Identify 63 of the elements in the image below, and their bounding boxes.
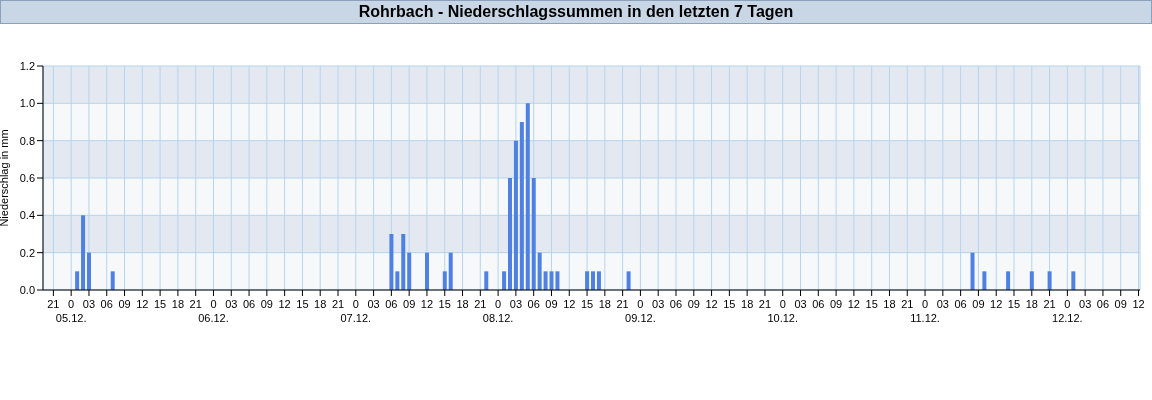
x-tick-label: 03 bbox=[509, 298, 523, 310]
x-tick-label: 12 bbox=[136, 298, 149, 310]
x-tick-label: 09 bbox=[118, 298, 131, 310]
y-tick-label: 0.8 bbox=[19, 134, 35, 147]
y-tick-label: 0.0 bbox=[19, 283, 35, 296]
x-tick-label: 06 bbox=[527, 298, 540, 310]
x-tick-label: 18 bbox=[171, 298, 185, 310]
x-tick-label: 06 bbox=[1096, 298, 1110, 310]
y-tick-label: 0.2 bbox=[19, 246, 35, 259]
y-tick-label: 0.4 bbox=[19, 209, 35, 222]
y-axis-title: Niederschlag in mm bbox=[0, 129, 10, 227]
x-tick-label: 21 bbox=[901, 298, 914, 310]
x-tick-label: 15 bbox=[296, 298, 309, 310]
x-tick-label: 15 bbox=[580, 298, 594, 310]
x-tick-label: 09 bbox=[687, 298, 700, 310]
x-tick-label: 03 bbox=[1079, 298, 1092, 310]
x-tick-label: 09 bbox=[545, 298, 558, 310]
x-tick-label: 15 bbox=[1007, 298, 1021, 310]
x-tick-label: 15 bbox=[723, 298, 736, 310]
x-tick-label: 21 bbox=[474, 298, 487, 310]
x-tick-label: 15 bbox=[865, 298, 878, 310]
y-tick-label: 0.6 bbox=[19, 171, 35, 184]
x-tick-label: 12 bbox=[563, 298, 576, 310]
x-tick-label: 21 bbox=[47, 298, 60, 310]
x-tick-label: 12 bbox=[1132, 298, 1145, 310]
x-tick-label: 06 bbox=[669, 298, 683, 310]
x-tick-label: 06 bbox=[812, 298, 825, 310]
x-tick-label: 06 bbox=[954, 298, 967, 310]
x-tick-label: 21 bbox=[616, 298, 629, 310]
x-tick-label: 18 bbox=[741, 298, 754, 310]
y-tick-label: 1.2 bbox=[19, 59, 35, 72]
y-tick-label: 1.0 bbox=[19, 97, 35, 110]
x-tick-label: 18 bbox=[314, 298, 327, 310]
x-tick-label: 18 bbox=[456, 298, 469, 310]
x-tick-label: 09 bbox=[1114, 298, 1127, 310]
x-tick-label: 21 bbox=[189, 298, 202, 310]
x-tick-label: 12 bbox=[847, 298, 861, 310]
x-tick-label: 03 bbox=[936, 298, 949, 310]
x-tick-label: 21 bbox=[331, 298, 345, 310]
x-tick-label: 09 bbox=[972, 298, 985, 310]
x-tick-label: 03 bbox=[82, 298, 96, 310]
x-tick-label: 21 bbox=[758, 298, 772, 310]
x-tick-label: 15 bbox=[438, 298, 451, 310]
x-tick-label: 06 bbox=[385, 298, 398, 310]
x-tick-label: 09 bbox=[403, 298, 416, 310]
x-tick-label: 12 bbox=[990, 298, 1003, 310]
x-tick-label: 12 bbox=[420, 298, 434, 310]
x-tick-label: 03 bbox=[652, 298, 665, 310]
x-tick-label: 03 bbox=[794, 298, 807, 310]
x-tick-label: 03 bbox=[225, 298, 238, 310]
x-tick-label: 18 bbox=[1025, 298, 1038, 310]
x-tick-label: 12 bbox=[705, 298, 718, 310]
x-tick-label: 12 bbox=[278, 298, 291, 310]
x-tick-label: 09 bbox=[829, 298, 843, 310]
x-tick-label: 06 bbox=[242, 298, 256, 310]
x-tick-label: 18 bbox=[883, 298, 896, 310]
x-tick-label: 18 bbox=[598, 298, 611, 310]
x-tick-label: 15 bbox=[153, 298, 167, 310]
x-tick-label: 21 bbox=[1043, 298, 1056, 310]
x-tick-label: 06 bbox=[100, 298, 113, 310]
x-tick-label: 03 bbox=[367, 298, 380, 310]
x-tick-label: 09 bbox=[260, 298, 273, 310]
chart-title: Rohrbach - Niederschlagssummen in den letzten 7 Tagen bbox=[0, 0, 1152, 24]
